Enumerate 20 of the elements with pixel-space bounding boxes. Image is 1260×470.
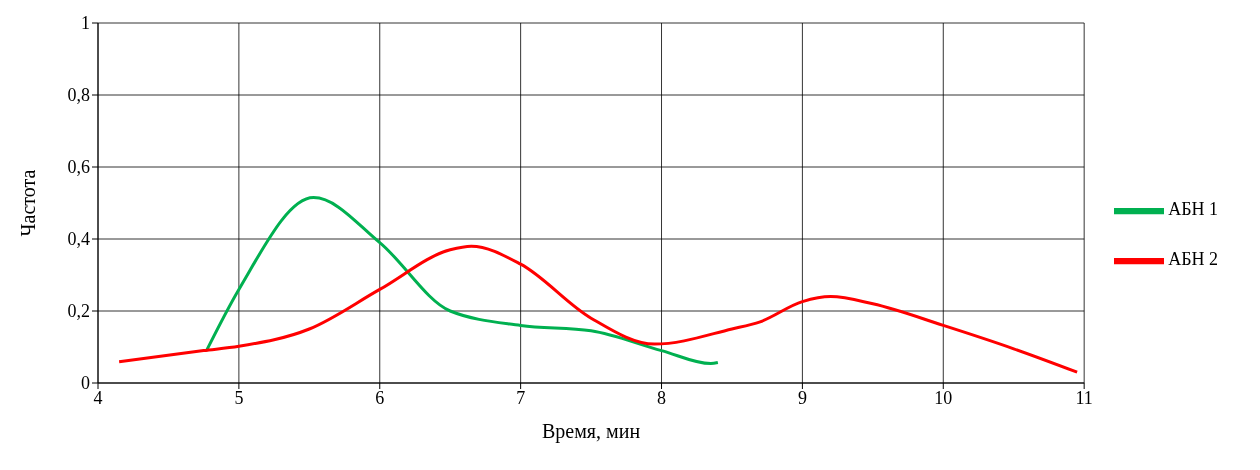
x-tick-label: 11 bbox=[1075, 387, 1093, 408]
y-tick-label: 0,2 bbox=[67, 301, 90, 322]
x-tick-label: 8 bbox=[657, 387, 667, 408]
y-axis-title: Частота bbox=[17, 169, 40, 237]
legend-label: АБН 2 bbox=[1168, 248, 1218, 269]
x-tick-label: 9 bbox=[797, 387, 807, 408]
x-tick-label: 6 bbox=[375, 387, 385, 408]
y-tick-label: 0 bbox=[81, 373, 90, 394]
x-axis-title: Время, мин bbox=[542, 420, 641, 443]
x-tick-label: 10 bbox=[934, 387, 953, 408]
x-tick-label: 7 bbox=[516, 387, 526, 408]
y-tick-label: 0,8 bbox=[67, 85, 90, 106]
x-tick-label: 5 bbox=[234, 387, 244, 408]
x-tick-label: 4 bbox=[93, 387, 103, 408]
y-tick-label: 1 bbox=[81, 13, 90, 34]
y-tick-label: 0,4 bbox=[67, 229, 90, 250]
legend-label: АБН 1 bbox=[1168, 198, 1218, 219]
line-series bbox=[117, 244, 1079, 374]
y-tick-label: 0,6 bbox=[67, 157, 90, 178]
line-series bbox=[204, 196, 720, 366]
